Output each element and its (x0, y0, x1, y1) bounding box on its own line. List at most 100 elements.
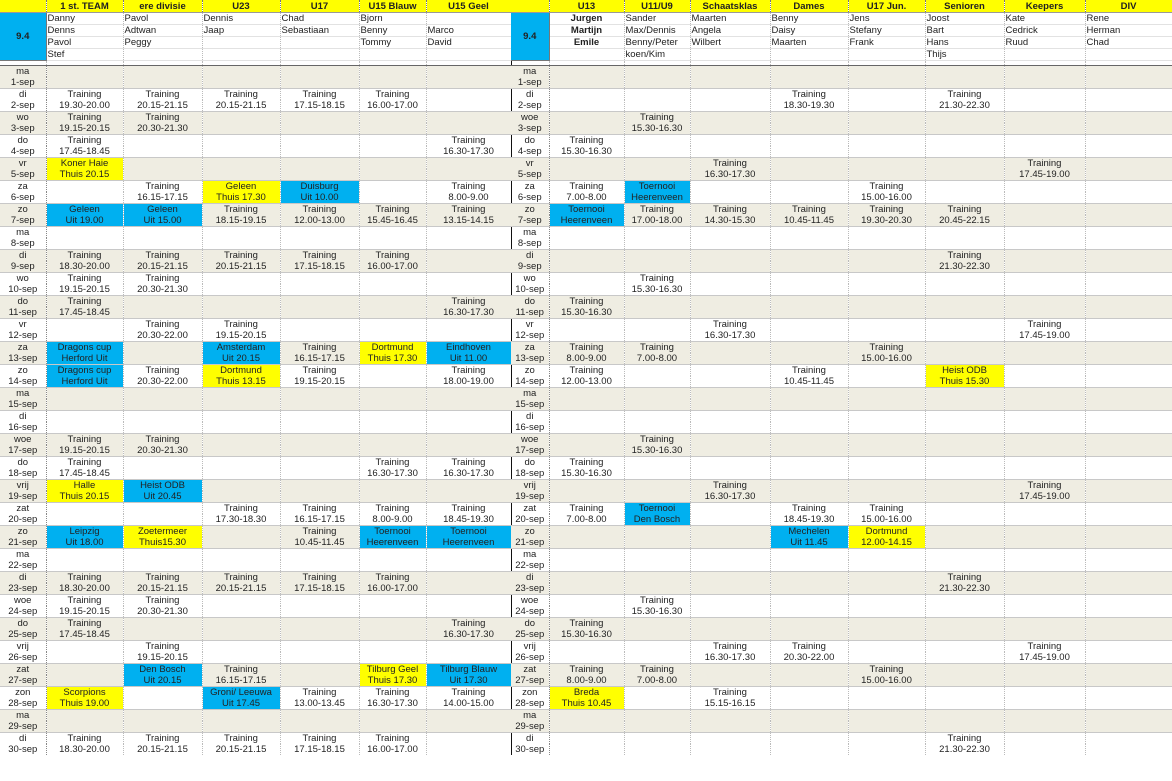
separator-cell (359, 60, 427, 66)
empty-cell (770, 583, 849, 595)
empty-cell (280, 617, 360, 629)
empty-cell (848, 238, 926, 250)
event-title: Training (426, 456, 512, 468)
event-time: 17.15-18.15 (280, 261, 360, 273)
staff-name: Benny (770, 12, 849, 25)
empty-cell (770, 410, 849, 422)
empty-cell (1004, 134, 1086, 146)
staff-name (426, 48, 512, 61)
day-row: ma (0, 709, 512, 721)
empty-cell (549, 249, 625, 261)
empty-cell (426, 111, 512, 123)
empty-cell (426, 284, 512, 296)
event-time: Uit 20.15 (123, 675, 203, 687)
empty-cell (770, 249, 849, 261)
staff-row: Emile Benny/Peter Wilbert Maarten Frank Hans R… (511, 36, 1172, 49)
empty-cell (1004, 353, 1086, 365)
empty-cell (359, 629, 427, 641)
event-title: Training (1004, 318, 1086, 330)
team-header: U15 Blauw (359, 0, 427, 13)
event-title: Training (426, 203, 512, 215)
staff-row: 9.4 Danny Pavol Dennis Chad Bjorn (0, 12, 512, 61)
empty-cell (1085, 560, 1172, 572)
empty-cell (925, 445, 1005, 457)
event-time: Thuis 19.00 (46, 698, 124, 710)
staff-name: Max/Dennis (624, 24, 691, 37)
empty-cell (770, 548, 849, 560)
event-title: Training (690, 479, 771, 491)
event-title: Training (202, 88, 281, 100)
empty-cell (1085, 65, 1172, 77)
empty-cell (359, 226, 427, 238)
event-time: 15.30-16.30 (624, 123, 691, 135)
empty-cell (202, 399, 281, 411)
event-time: 14.30-15.30 (690, 215, 771, 227)
empty-cell (549, 537, 625, 549)
day-row: 9-sep 21.30-22.30 (511, 261, 1172, 273)
empty-cell (1004, 88, 1086, 100)
day-row: ma (511, 548, 1172, 560)
event-title: Training (426, 180, 512, 192)
empty-cell (123, 629, 203, 641)
empty-cell (426, 123, 512, 135)
event-title: Training (359, 88, 427, 100)
empty-cell (925, 686, 1005, 698)
event-time: Thuis15.30 (123, 537, 203, 549)
empty-cell (624, 238, 691, 250)
day-row: za Training Geleen Duisburg Training (0, 180, 512, 192)
separator-row (0, 60, 512, 66)
empty-cell (770, 732, 849, 744)
empty-cell (426, 721, 512, 733)
empty-cell (426, 100, 512, 112)
day-date: 5-sep (511, 169, 550, 181)
day-name: za (511, 180, 550, 192)
event-time: 16.00-17.00 (359, 744, 427, 755)
event-time: 15.30-16.30 (549, 146, 625, 158)
empty-cell (1004, 399, 1086, 411)
event-time: 15.30-16.30 (549, 468, 625, 480)
event-title: Training (624, 203, 691, 215)
event-time: 16.00-17.00 (359, 583, 427, 595)
empty-cell (123, 169, 203, 181)
empty-cell (690, 399, 771, 411)
empty-cell (123, 341, 203, 353)
empty-cell (426, 571, 512, 583)
empty-cell (202, 146, 281, 158)
event-title: Training (426, 364, 512, 376)
day-date: 3-sep (0, 123, 47, 135)
empty-cell (690, 341, 771, 353)
empty-cell (280, 111, 360, 123)
empty-cell (770, 675, 849, 687)
empty-cell (123, 353, 203, 365)
staff-name: Jens (848, 12, 926, 25)
empty-cell (1085, 410, 1172, 422)
empty-cell (1085, 376, 1172, 388)
staff-name (848, 48, 926, 61)
empty-cell (123, 307, 203, 319)
empty-cell (690, 146, 771, 158)
day-row: 17-sep 15.30-16.30 (511, 445, 1172, 457)
day-date: 6-sep (0, 192, 47, 204)
day-date: 22-sep (0, 560, 47, 572)
event-title: Heist ODB (925, 364, 1005, 376)
event-title: Training (549, 134, 625, 146)
empty-cell (359, 111, 427, 123)
empty-cell (123, 65, 203, 77)
event-time: 8.00-9.00 (549, 353, 625, 365)
event-title: Training (426, 502, 512, 514)
event-title: Training (624, 111, 691, 123)
day-name: zat (511, 663, 550, 675)
day-row: di Training Training (511, 88, 1172, 100)
empty-cell (1004, 376, 1086, 388)
separator-cell (0, 60, 47, 66)
empty-cell (690, 261, 771, 273)
empty-cell (848, 88, 926, 100)
staff-name: Kate (1004, 12, 1086, 25)
empty-cell (624, 261, 691, 273)
empty-cell (1004, 203, 1086, 215)
event-time: 16.15-17.15 (280, 353, 360, 365)
day-row: 25-sep 17.45-18.45 16.30-17.30 (0, 629, 512, 641)
event-title: Training (1004, 640, 1086, 652)
event-time: 20.30-22.00 (770, 652, 849, 664)
day-row: 15-sep (0, 399, 512, 411)
